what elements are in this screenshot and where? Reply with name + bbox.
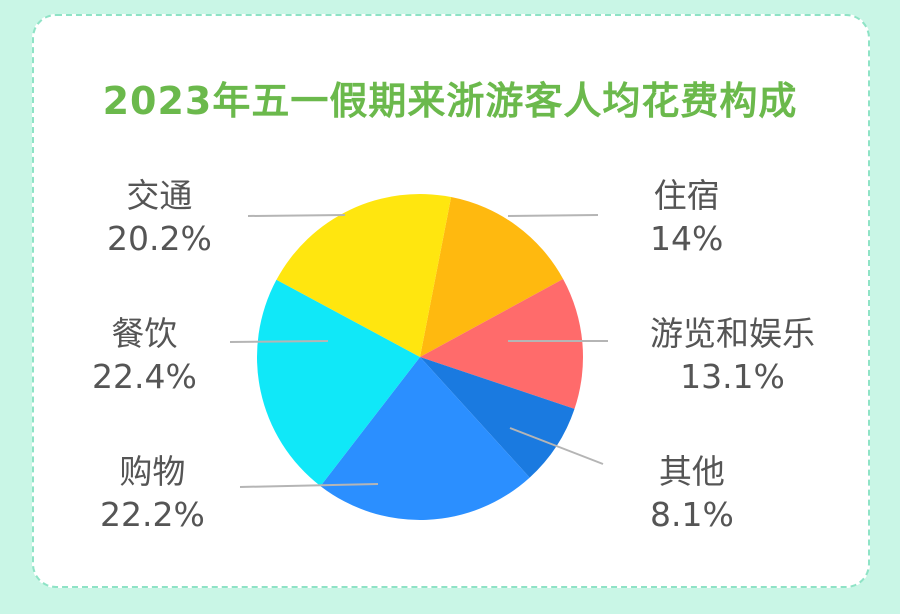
pie-slice-shopping	[320, 357, 530, 520]
label-value-other: 8.1%	[650, 495, 734, 534]
label-value-shopping: 22.2%	[100, 495, 205, 534]
label-slice-1: 游览和娱乐 13.1%	[650, 312, 815, 398]
pie-slice-dining	[257, 279, 420, 487]
label-name-sightseeing: 游览和娱乐	[650, 314, 815, 353]
label-value-dining: 22.4%	[92, 357, 197, 396]
label-name-other: 其他	[658, 452, 725, 491]
label-value-accommodation: 14%	[650, 219, 724, 258]
label-name-transport: 交通	[126, 176, 193, 215]
label-value-transport: 20.2%	[107, 219, 212, 258]
leader-line-shopping	[239, 483, 379, 488]
label-value-sightseeing: 13.1%	[680, 357, 785, 396]
pie-slice-other	[420, 357, 575, 478]
label-slice-0: 住宿 14%	[650, 174, 723, 260]
pie-slice-transport	[276, 193, 452, 357]
leader-line-dining	[229, 340, 329, 343]
label-slice-5: 交通 20.2%	[107, 174, 212, 260]
label-slice-2: 其他 8.1%	[650, 450, 734, 536]
label-name-accommodation: 住宿	[653, 176, 720, 215]
label-slice-3: 购物 22.2%	[100, 450, 205, 536]
label-name-shopping: 购物	[119, 452, 186, 491]
label-slice-4: 餐饮 22.4%	[92, 312, 197, 398]
leader-line-transport	[247, 214, 346, 217]
leader-line-other	[509, 427, 604, 465]
label-name-dining: 餐饮	[111, 314, 178, 353]
leader-line-accommodation	[507, 214, 599, 217]
pie-slice-accommodation	[420, 196, 564, 357]
pie-slice-sightseeing	[420, 278, 583, 409]
chart-title: 2023年五一假期来浙游客人均花费构成	[102, 79, 798, 123]
